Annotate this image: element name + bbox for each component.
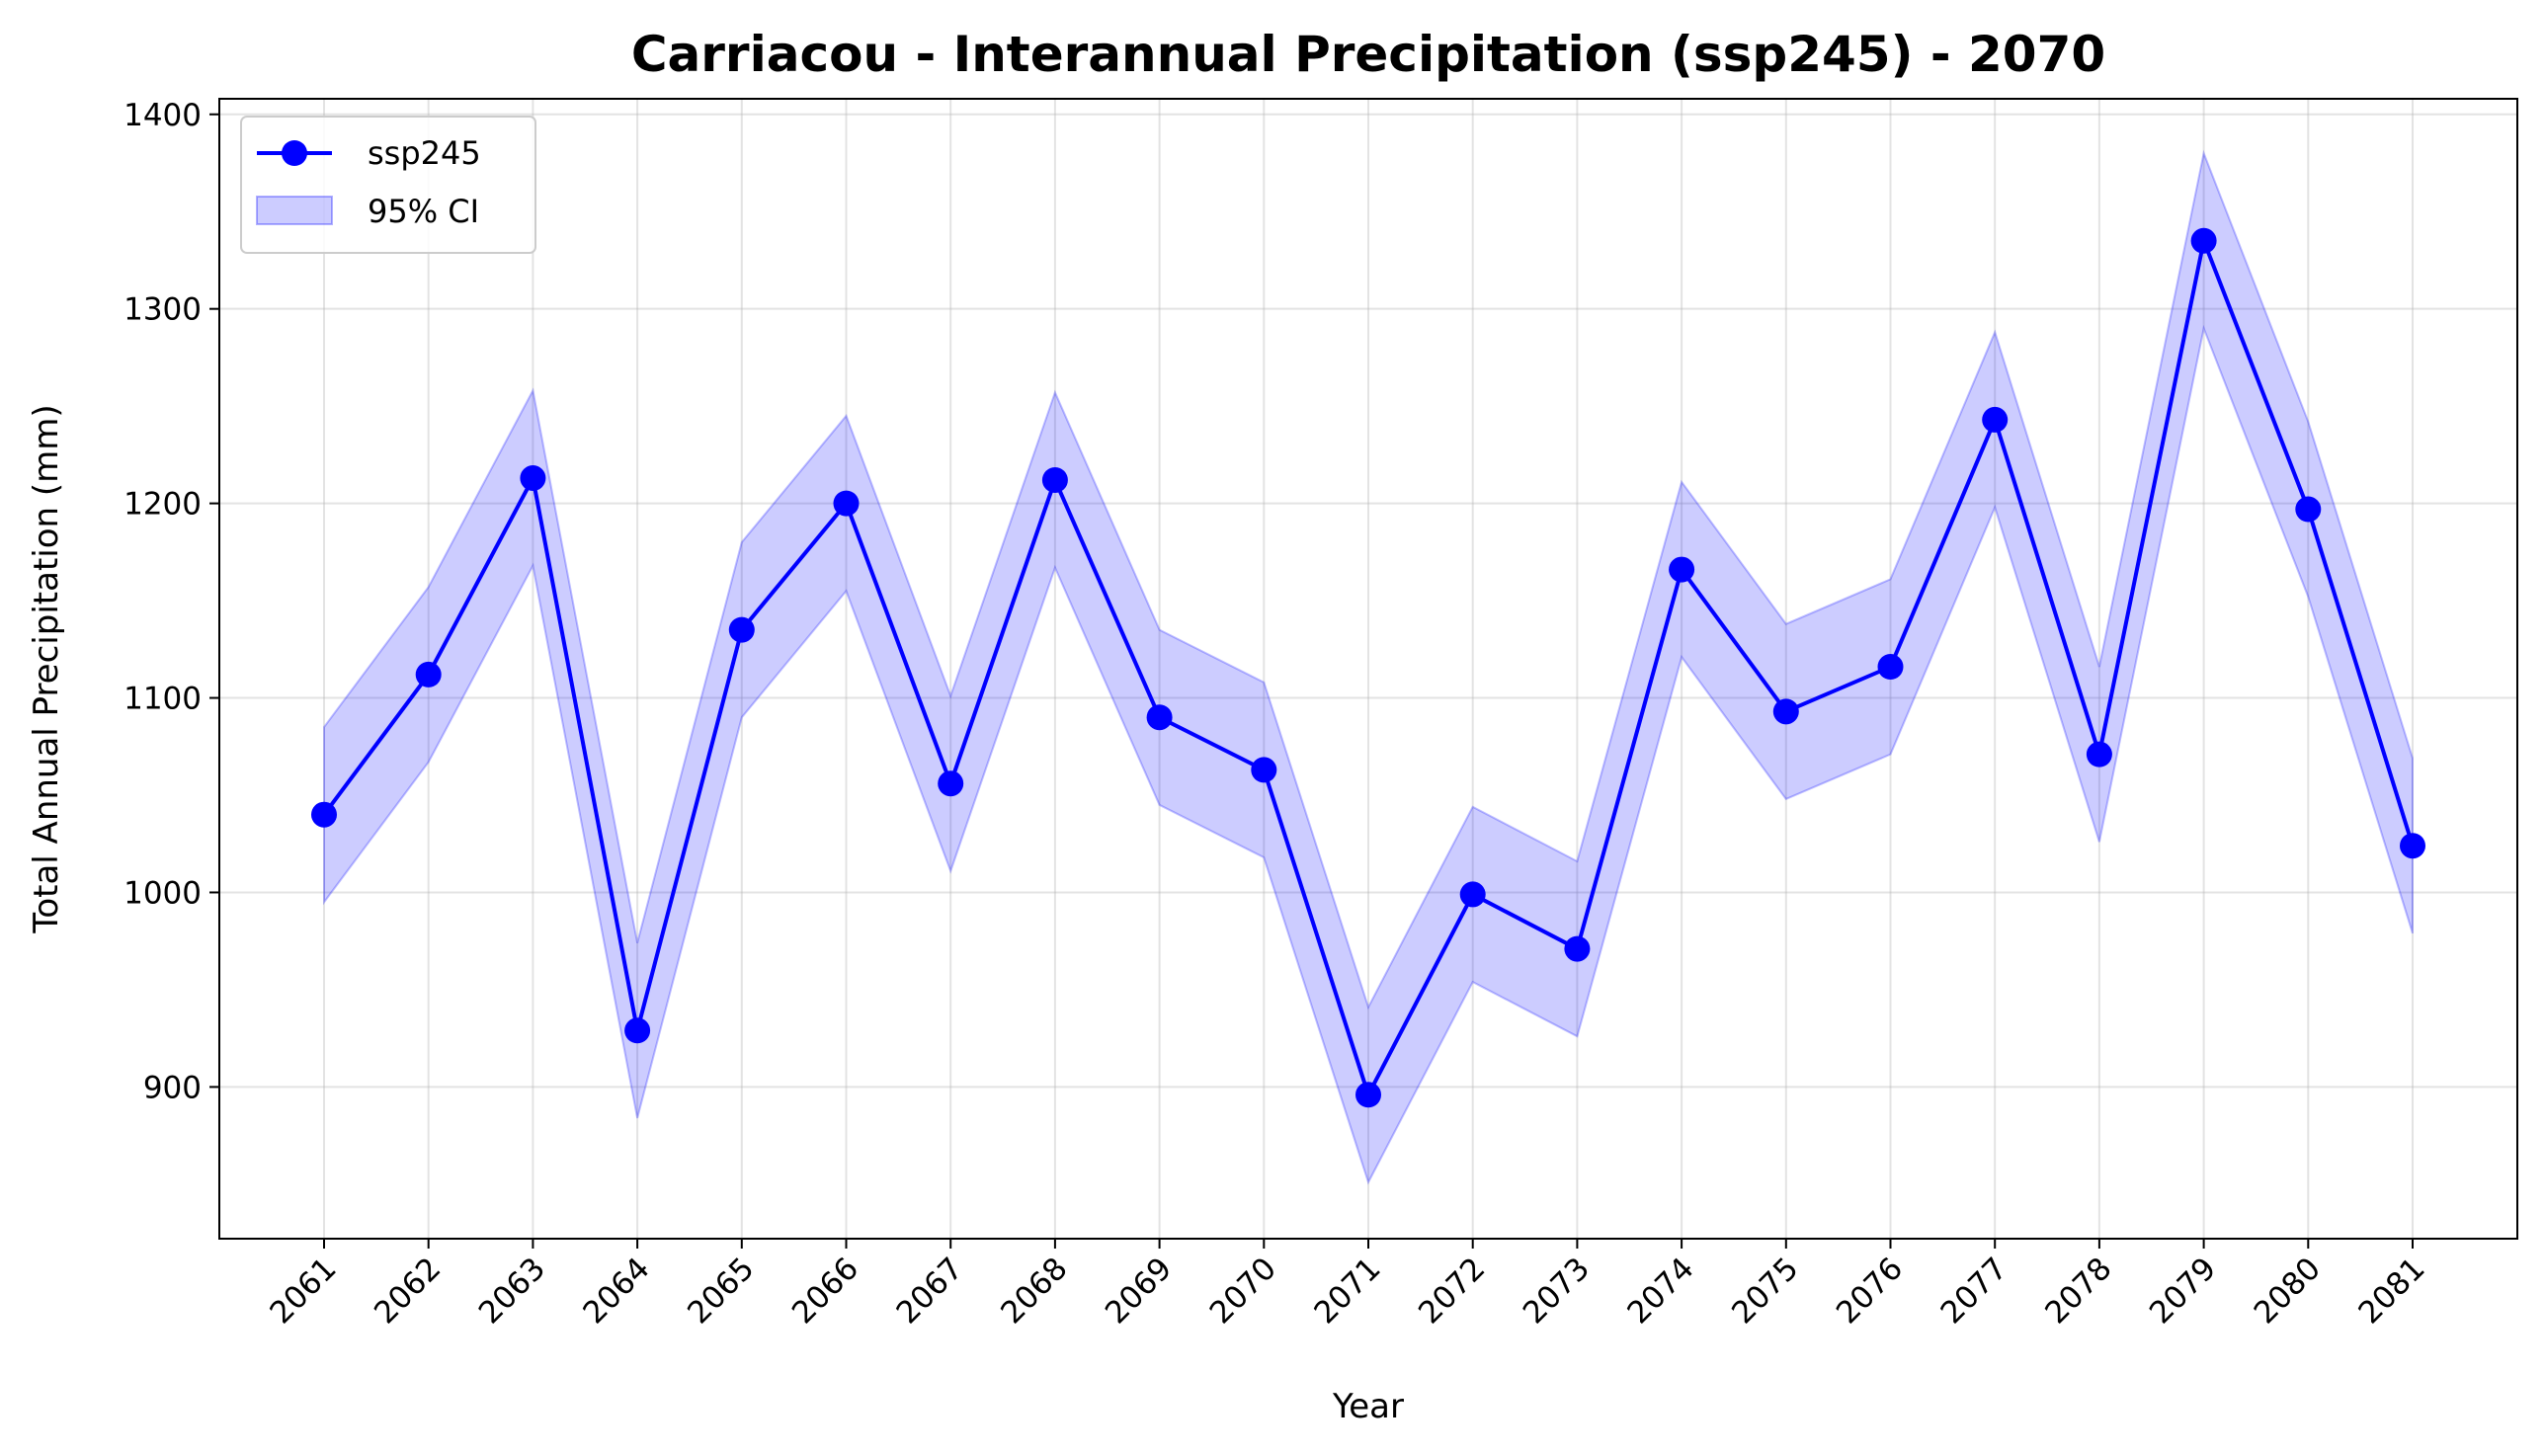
data-point xyxy=(2295,496,2322,523)
data-point xyxy=(2190,227,2217,254)
data-point xyxy=(1669,556,1695,583)
legend-frame xyxy=(240,116,536,254)
data-point xyxy=(1251,757,1277,783)
data-point xyxy=(520,465,546,492)
legend: ssp245 95% CI xyxy=(240,116,536,254)
data-point xyxy=(833,490,860,517)
y-axis-label: Total Annual Precipitation (mm) xyxy=(27,404,66,933)
y-tick-label: 1400 xyxy=(123,98,202,133)
y-axis: 900 1000 1100 1200 1300 1400 xyxy=(123,98,219,1105)
y-tick-label: 1000 xyxy=(123,875,202,911)
x-axis-label: Year xyxy=(1332,1387,1404,1426)
y-tick-label: 1100 xyxy=(123,682,202,717)
confidence-band xyxy=(323,149,2414,1185)
data-point xyxy=(1459,881,1486,908)
ci-band-area xyxy=(323,149,2414,1185)
data-point xyxy=(1877,654,1904,681)
data-point xyxy=(415,661,442,688)
data-point xyxy=(1564,935,1591,962)
data-point xyxy=(311,801,337,828)
y-tick-label: 900 xyxy=(143,1070,202,1105)
legend-entry-series: ssp245 xyxy=(368,134,481,172)
markers xyxy=(311,227,2425,1108)
data-point xyxy=(2400,833,2425,859)
chart-title: Carriacou - Interannual Precipitation (s… xyxy=(631,26,2105,83)
y-tick-label: 1200 xyxy=(123,487,202,523)
legend-entry-ci: 95% CI xyxy=(368,193,479,230)
data-point xyxy=(938,770,964,797)
data-point xyxy=(728,616,755,643)
data-point xyxy=(1772,698,1799,725)
legend-ci-swatch xyxy=(256,196,333,225)
legend-marker-swatch xyxy=(282,140,307,166)
data-point xyxy=(1146,704,1173,731)
y-tick-label: 1300 xyxy=(123,292,202,328)
data-point xyxy=(2086,741,2112,768)
data-point xyxy=(1041,466,1068,493)
data-point xyxy=(1355,1082,1381,1108)
data-point xyxy=(1982,406,2009,433)
data-point xyxy=(624,1017,651,1044)
